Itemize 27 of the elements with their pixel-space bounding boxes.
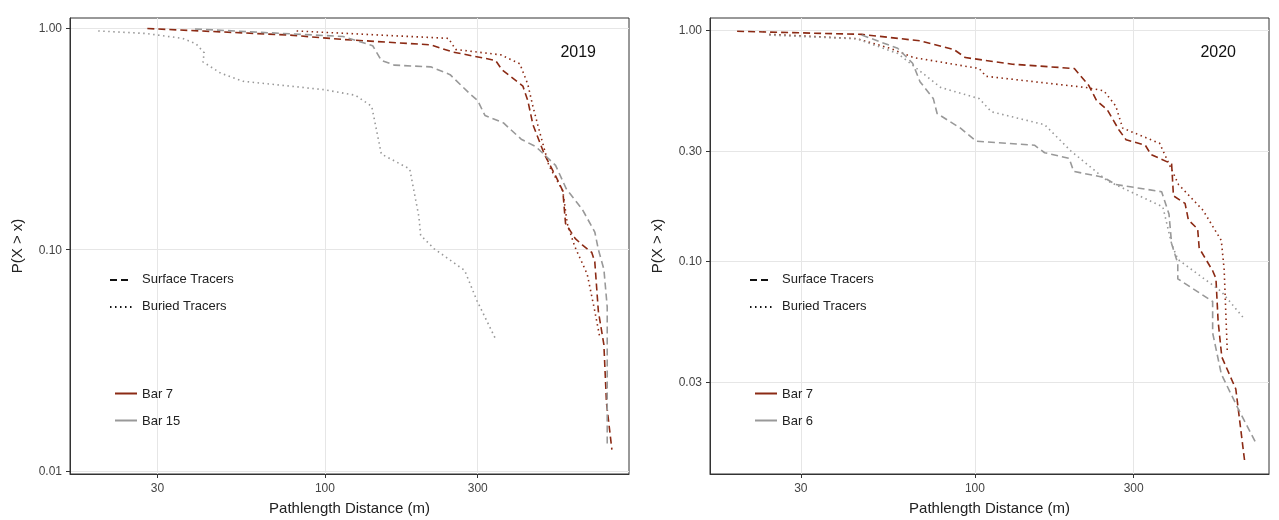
x-axis-title: Pathlength Distance (m): [269, 499, 430, 516]
x-tick-label: 30: [793, 481, 808, 495]
x-tick-label: 300: [467, 481, 489, 495]
y-axis-title: P(X > x): [647, 218, 665, 274]
y-tick-label: 0.30: [678, 144, 702, 159]
x-tick-label: 30: [150, 481, 165, 495]
y-tick-label: 0.01: [38, 464, 63, 479]
legend-label: Bar 7: [142, 386, 174, 401]
y-tick-label: 0.10: [38, 242, 63, 257]
x-tick-label: 100: [314, 481, 336, 495]
annotation: Buried Tracers: [781, 298, 867, 313]
x-tick-label: 100: [964, 481, 985, 495]
y-tick-label: 0.03: [678, 375, 702, 390]
text: 2020: [1199, 42, 1236, 60]
y-tick-label: 1.00: [678, 23, 702, 38]
legend-label: Bar 7: [781, 386, 813, 401]
y-tick-label: 0.10: [678, 254, 702, 269]
legend-label: Bar 6: [781, 413, 813, 428]
annotation: Buried Tracers: [142, 298, 228, 313]
x-tick-label: 300: [1123, 481, 1144, 495]
annotation: Surface Tracers: [142, 271, 235, 286]
x-axis-title: Pathlength Distance (m): [908, 499, 1070, 516]
y-tick-label: 1.00: [38, 21, 63, 36]
y-axis-title: P(X > x): [8, 218, 25, 274]
annotation: Surface Tracers: [781, 271, 874, 286]
legend-label: Bar 15: [142, 413, 181, 428]
text: 2019: [560, 42, 597, 60]
